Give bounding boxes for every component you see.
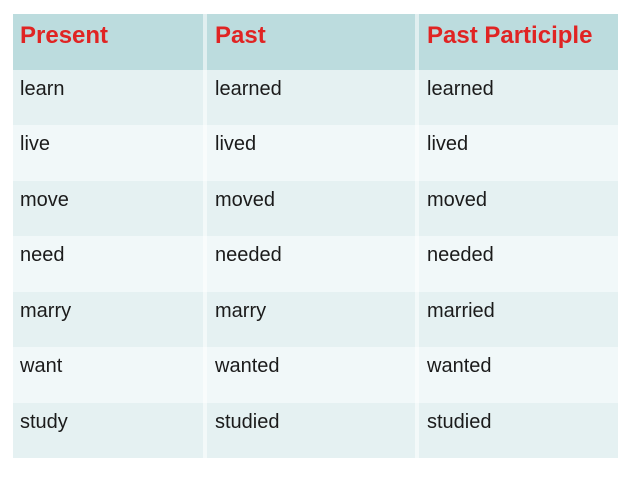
table-cell-past-participle: lived bbox=[415, 125, 618, 181]
table-cell-present: study bbox=[20, 410, 68, 433]
table-cell-past: lived bbox=[203, 125, 415, 181]
table-cell-present: live bbox=[20, 133, 51, 155]
header-cell-past-participle: Past Participle bbox=[415, 14, 618, 70]
table-row: study studied studied bbox=[13, 402, 618, 458]
header-cell-past: Past bbox=[203, 14, 415, 70]
header-cell-present: Present bbox=[20, 22, 109, 49]
table-cell-present: marry bbox=[20, 299, 72, 322]
table-header-row: Present Past Past Participle bbox=[13, 14, 618, 70]
table-cell-past-participle: studied bbox=[415, 402, 618, 458]
table-cell-past-participle: married bbox=[415, 291, 618, 347]
table-cell-past: moved bbox=[203, 180, 415, 236]
table-cell-past: wanted bbox=[203, 347, 415, 403]
table-row: want wanted wanted bbox=[13, 347, 618, 403]
table-cell-present: need bbox=[20, 244, 65, 266]
table-cell-past-participle: learned bbox=[415, 69, 618, 125]
table-row: learn learned learned bbox=[13, 69, 618, 125]
table-cell-present: want bbox=[20, 355, 63, 377]
table-cell-past: needed bbox=[203, 236, 415, 292]
table-cell-past-participle: wanted bbox=[415, 347, 618, 403]
table-cell-past: marry bbox=[203, 291, 415, 347]
table-cell-past: studied bbox=[203, 402, 415, 458]
table-cell-past-participle: moved bbox=[415, 180, 618, 236]
table-cell-present: move bbox=[20, 188, 69, 211]
verb-conjugation-table: Present Past Past Participle learn learn… bbox=[13, 14, 618, 458]
table-row: move moved moved bbox=[13, 180, 618, 236]
table-row: live lived lived bbox=[13, 125, 618, 181]
table-cell-past-participle: needed bbox=[415, 236, 618, 292]
table-row: marry marry married bbox=[13, 291, 618, 347]
table-cell-present: learn bbox=[20, 77, 65, 100]
table-row: need needed needed bbox=[13, 236, 618, 292]
table-cell-past: learned bbox=[203, 69, 415, 125]
